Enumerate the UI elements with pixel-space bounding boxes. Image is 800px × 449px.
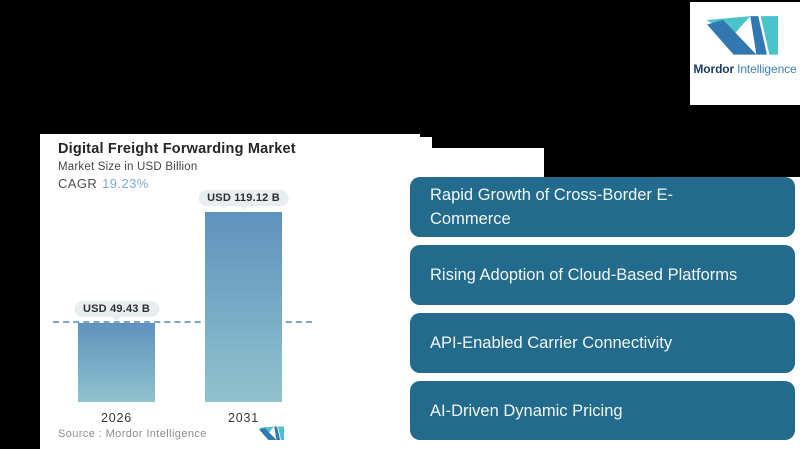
cagr-line: CAGR 19.23% (58, 176, 149, 191)
chart-subtitle: Market Size in USD Billion (58, 161, 198, 173)
bar-year-label: 2026 (100, 411, 132, 425)
driver-label: AI-Driven Dynamic Pricing (430, 401, 623, 420)
background-tear-patch (432, 148, 544, 178)
driver-item: Rising Adoption of Cloud-Based Platforms (410, 245, 795, 305)
brand-name-bold: Mordor (693, 62, 735, 76)
reference-dashed-line (53, 321, 312, 323)
driver-label: Rapid Growth of Cross-Border E-Commerce (430, 186, 673, 228)
driver-label: Rising Adoption of Cloud-Based Platforms (430, 266, 738, 284)
source-text: Source : Mordor Intelligence (58, 428, 207, 440)
chart-title: Digital Freight Forwarding Market (58, 141, 296, 157)
bar (78, 323, 155, 402)
bar-year-label: 2031 (227, 411, 259, 425)
brand-name-light: Intelligence (737, 62, 797, 76)
driver-item: AI-Driven Dynamic Pricing (410, 381, 795, 440)
cagr-label: CAGR (58, 176, 98, 191)
mordor-logo-icon (706, 16, 778, 55)
bar-value-pill: USD 119.12 B (198, 189, 289, 206)
driver-label: API-Enabled Carrier Connectivity (430, 334, 673, 352)
mordor-logo-icon (258, 426, 284, 441)
driver-item: Rapid Growth of Cross-Border E-Commerce (410, 177, 795, 237)
cagr-value: 19.23% (102, 176, 149, 191)
bar-group-2026: USD 49.43 B 2026 (73, 162, 160, 425)
bar-value-pill: USD 49.43 B (73, 301, 160, 318)
bar-group-2031: USD 119.12 B 2031 (198, 162, 289, 425)
brand-wordmark: Mordor Intelligence (690, 62, 800, 76)
driver-item: API-Enabled Carrier Connectivity (410, 313, 795, 373)
bar (205, 211, 282, 402)
brand-logo-box: Mordor Intelligence (690, 2, 800, 105)
chart-card: Digital Freight Forwarding Market Market… (40, 134, 420, 449)
